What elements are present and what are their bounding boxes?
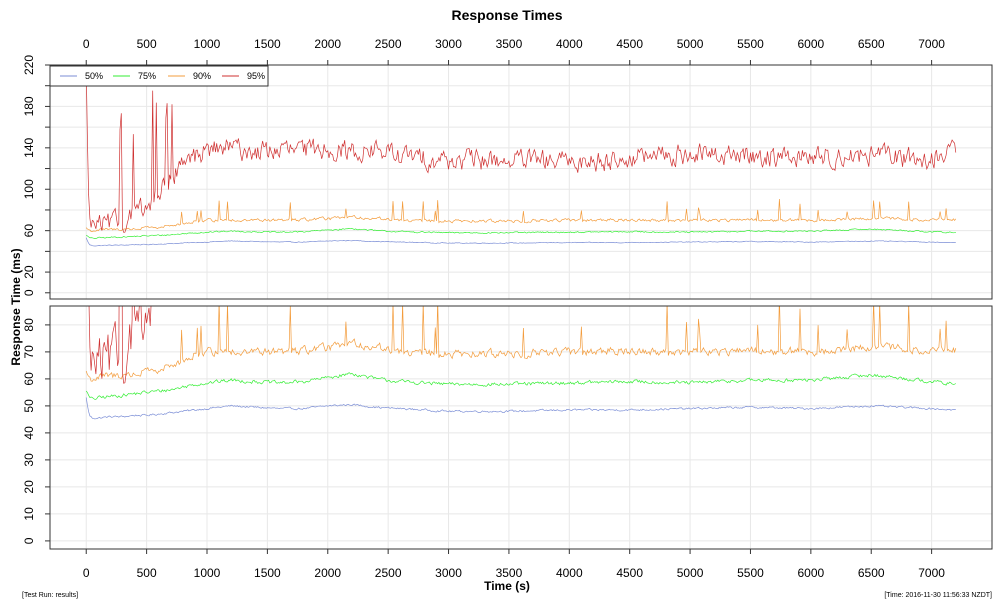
top-series-line-75pct [86,227,956,239]
top-x-axis: 0 500 1000 1500 2000 2500 3000 3500 4000 4500 5000… [83,37,945,65]
top-y-tick-label: 0 [22,289,36,296]
bottom-x-tick-label: 500 [137,566,157,580]
top-x-tick-label: 5500 [737,37,764,51]
top-y-tick-label: 60 [22,224,36,238]
bottom-x-tick-label: 1000 [194,566,221,580]
top-x-tick-label: 4500 [616,37,643,51]
bottom-x-tick-label: 3500 [496,566,523,580]
legend-label: 90% [193,71,211,81]
top-series-line-95pct [85,66,957,233]
bottom-y-tick-label: 10 [22,507,36,521]
chart-title: Response Times [451,7,562,23]
top-panel-series [85,66,957,247]
footer-timestamp: [Time: 2016-11-30 11:56:33 NZDT] [884,592,992,599]
top-series-line-50pct [85,237,956,247]
bottom-x-tick-label: 6500 [858,566,885,580]
y-axis-label: Response Time (ms) [9,248,23,365]
top-y-tick-label: 180 [22,96,36,116]
top-x-tick-label: 5000 [677,37,704,51]
top-panel-y-axis: 0 20 60 100 140 180 220 [22,55,50,296]
bottom-x-tick-label: 2000 [314,566,341,580]
top-y-tick-label: 20 [22,265,36,279]
bottom-y-tick-label: 30 [22,453,36,467]
bottom-series-line-50pct [85,397,956,420]
top-x-tick-label: 6500 [858,37,885,51]
x-axis-label: Time (s) [484,579,530,593]
bottom-x-tick-label: 3000 [435,566,462,580]
bottom-y-tick-label: 70 [22,345,36,359]
legend-box [49,65,269,87]
bottom-y-tick-label: 60 [22,372,36,386]
legend-label: 50% [85,71,103,81]
top-series-line-90pct [85,198,957,232]
bottom-x-tick-label: 7000 [918,566,945,580]
bottom-x-tick-label: 5500 [737,566,764,580]
bottom-x-axis: 0 500 1000 1500 2000 2500 3000 3500 4000 4500 5000… [83,549,945,580]
bottom-x-tick-label: 5000 [677,566,704,580]
bottom-series-line-90pct [85,306,957,382]
bottom-y-tick-label: 20 [22,480,36,494]
top-x-tick-label: 2500 [375,37,402,51]
top-x-tick-label: 7000 [918,37,945,51]
bottom-panel-series [85,306,957,420]
top-x-tick-label: 4000 [556,37,583,51]
top-x-tick-label: 1500 [254,37,281,51]
top-x-tick-label: 6000 [797,37,824,51]
bottom-panel-frame [49,305,993,550]
bottom-x-tick-label: 4500 [616,566,643,580]
bottom-x-tick-label: 2500 [375,566,402,580]
top-y-tick-label: 100 [22,179,36,199]
top-y-tick-label: 140 [22,137,36,157]
legend-label: 75% [138,71,156,81]
top-x-tick-label: 1000 [194,37,221,51]
bottom-x-tick-label: 1500 [254,566,281,580]
bottom-x-tick-label: 0 [83,566,90,580]
top-x-tick-label: 3500 [496,37,523,51]
bottom-y-tick-label: 80 [22,318,36,332]
bottom-panel-y-axis: 0 10 20 30 40 50 60 70 80 [22,318,50,544]
top-x-tick-label: 0 [83,37,90,51]
legend-label: 95% [247,71,265,81]
footer-test-run: [Test Run: results] [22,592,78,599]
bottom-y-tick-label: 40 [22,426,36,440]
bottom-y-tick-label: 50 [22,399,36,413]
top-x-tick-label: 2000 [314,37,341,51]
bottom-x-tick-label: 4000 [556,566,583,580]
top-y-tick-label: 220 [22,55,36,75]
bottom-panel-grid [50,306,992,549]
bottom-x-tick-label: 6000 [797,566,824,580]
bottom-series-line-75pct [85,372,956,400]
top-x-tick-label: 3000 [435,37,462,51]
bottom-y-tick-label: 0 [22,537,36,544]
top-panel-frame [49,64,993,300]
top-x-tick-label: 500 [137,37,157,51]
legend: 50% 75% 90% 95% [49,65,269,87]
